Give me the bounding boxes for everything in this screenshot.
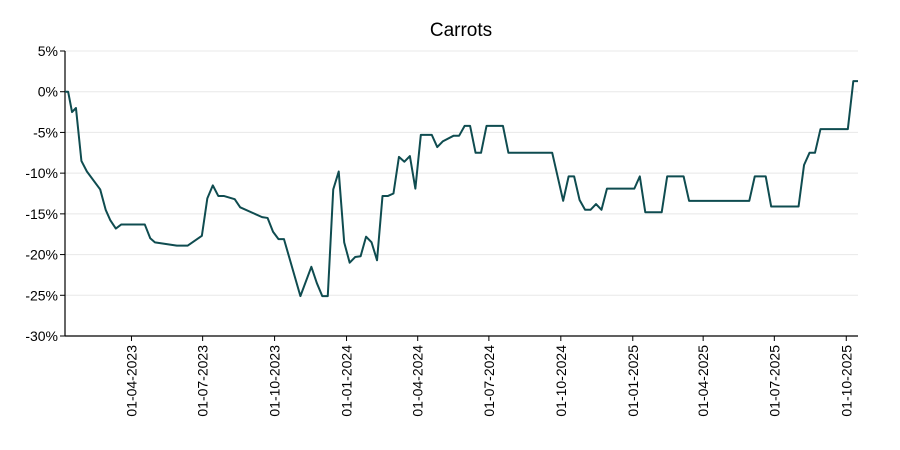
y-axis: 5% 0% -5% -10% -15% -20% -25% -30%: [25, 43, 66, 344]
x-tick-label: 01-01-2025: [625, 345, 641, 417]
x-tick-label: 01-04-2024: [410, 345, 426, 417]
y-tick-label: -20%: [25, 247, 58, 263]
x-tick-label: 01-10-2023: [267, 345, 283, 417]
y-tick-label: -5%: [33, 124, 58, 140]
x-tick-label: 01-10-2024: [553, 345, 569, 417]
x-tick-label: 01-07-2023: [195, 345, 211, 417]
series-line: [65, 80, 858, 298]
x-axis: 01-04-2023 01-07-2023 01-10-2023 01-01-2024…: [65, 335, 858, 417]
y-tick-label: 5%: [38, 43, 58, 59]
y-tick-label: -10%: [25, 165, 58, 181]
y-tick-label: -30%: [25, 328, 58, 344]
x-tick-label: 01-07-2025: [766, 345, 782, 417]
x-tick-label: 01-04-2025: [695, 345, 711, 417]
y-tick-label: -15%: [25, 206, 58, 222]
x-tick-label: 01-10-2025: [838, 345, 854, 417]
x-tick-label: 01-01-2024: [339, 345, 355, 417]
gridlines: [65, 50, 858, 337]
y-tick-label: -25%: [25, 287, 58, 303]
x-tick-label: 01-07-2024: [481, 345, 497, 417]
y-tick-label: 0%: [38, 84, 58, 100]
series-layer: [65, 80, 858, 298]
chart-title: Carrots: [430, 20, 492, 41]
x-tick-label: 01-04-2023: [123, 345, 139, 417]
